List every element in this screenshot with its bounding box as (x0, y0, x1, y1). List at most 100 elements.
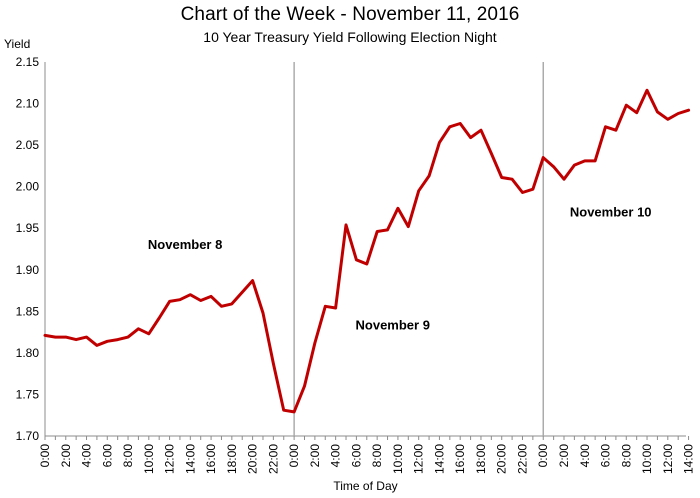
data-point (85, 335, 88, 339)
data-point (147, 332, 150, 335)
chart-subtitle: 10 Year Treasury Yield Following Electio… (203, 29, 497, 45)
data-point (272, 362, 275, 365)
data-point (676, 112, 680, 115)
x-axis-label: Time of Day (333, 479, 397, 493)
data-point (199, 299, 202, 302)
data-point (282, 409, 285, 412)
data-point (375, 230, 379, 233)
x-tick-label: 12:00 (661, 444, 675, 474)
data-point (645, 89, 649, 92)
x-tick-labels: 0:00 2:00 4:00 6:00 8:00 10:00 12:00 14:00 16:00… (38, 444, 696, 474)
data-point (106, 340, 109, 343)
x-tick-label: 0:00 (536, 444, 550, 468)
data-point (604, 125, 607, 129)
data-point (500, 176, 503, 179)
data-point (417, 189, 420, 193)
x-tick-label: 10:00 (640, 444, 654, 474)
y-tick-label: 2.05 (16, 138, 40, 152)
data-point (168, 300, 171, 303)
y-tick-label: 1.90 (16, 263, 40, 277)
chart-title: Chart of the Week - November 11, 2016 (180, 4, 520, 25)
y-tick-label: 1.70 (16, 429, 40, 443)
x-tick-label: 0:00 (38, 444, 52, 468)
data-point (479, 128, 483, 132)
data-point (241, 291, 244, 294)
x-tick-label: 14:00 (682, 444, 696, 474)
data-point (386, 228, 389, 232)
data-point (365, 262, 368, 266)
data-point (438, 141, 441, 144)
day-annotation: November 10 (570, 205, 652, 220)
data-point (490, 152, 493, 155)
data-point (510, 177, 514, 181)
data-point (552, 165, 555, 168)
x-tick-label: 10:00 (142, 444, 156, 474)
x-tick-label: 12:00 (163, 444, 177, 474)
y-tick-label: 1.95 (16, 221, 40, 235)
data-point (344, 223, 348, 227)
day-annotation: November 9 (356, 318, 430, 333)
day-dividers (293, 62, 544, 436)
y-tick-label: 1.85 (16, 304, 40, 318)
data-point (666, 118, 669, 121)
x-tick-label: 22:00 (266, 444, 280, 474)
y-tick-label: 2.15 (16, 55, 40, 69)
data-point (573, 163, 576, 167)
data-point (625, 104, 628, 107)
x-tick-label: 6:00 (100, 444, 114, 468)
y-tick-label: 2.10 (16, 97, 40, 111)
y-tick-label: 1.75 (16, 387, 40, 401)
x-tick-label: 4:00 (80, 444, 94, 468)
data-point (407, 225, 410, 228)
data-point (635, 111, 638, 114)
x-tick-label: 2:00 (59, 444, 73, 468)
y-axis-label: Yield (4, 37, 30, 51)
data-point (459, 122, 462, 125)
data-point (292, 410, 296, 414)
axes (44, 62, 690, 440)
data-point (251, 279, 254, 282)
data-point (593, 159, 597, 163)
x-tick-label: 2:00 (308, 444, 322, 468)
data-point (355, 258, 358, 262)
data-point (74, 338, 78, 341)
x-tick-label: 12:00 (412, 444, 426, 474)
data-point (126, 335, 130, 339)
data-point (95, 344, 99, 347)
x-tick-label: 8:00 (370, 444, 384, 468)
x-tick-label: 8:00 (619, 444, 633, 468)
x-tick-label: 14:00 (432, 444, 446, 474)
data-point (303, 384, 306, 388)
data-point (334, 306, 337, 310)
y-tick-labels: 1.70 1.75 1.80 1.85 1.90 1.95 2.00 2.05 2.10 2.15 (16, 55, 40, 443)
data-point (687, 109, 690, 112)
x-tick-label: 8:00 (121, 444, 135, 468)
data-point (583, 159, 586, 163)
x-tick-label: 6:00 (349, 444, 363, 468)
data-point (230, 302, 234, 306)
data-point (614, 128, 618, 132)
x-tick-label: 4:00 (578, 444, 592, 468)
x-tick-label: 6:00 (599, 444, 613, 468)
data-point (137, 327, 140, 330)
data-point (427, 174, 431, 178)
data-point (189, 293, 192, 296)
data-point (469, 136, 472, 139)
series-layer (43, 88, 691, 414)
x-tick-label: 20:00 (246, 444, 260, 474)
data-point (521, 191, 524, 194)
data-point (562, 177, 566, 181)
data-point (220, 305, 223, 308)
data-point (313, 341, 317, 345)
data-point (157, 316, 161, 320)
x-tick-label: 16:00 (453, 444, 467, 474)
data-point (178, 298, 182, 301)
data-point (261, 311, 265, 315)
data-point (656, 110, 659, 114)
data-point (209, 295, 213, 298)
data-point (448, 125, 452, 129)
x-tick-label: 18:00 (474, 444, 488, 474)
data-point (396, 207, 400, 210)
data-point (64, 335, 67, 339)
